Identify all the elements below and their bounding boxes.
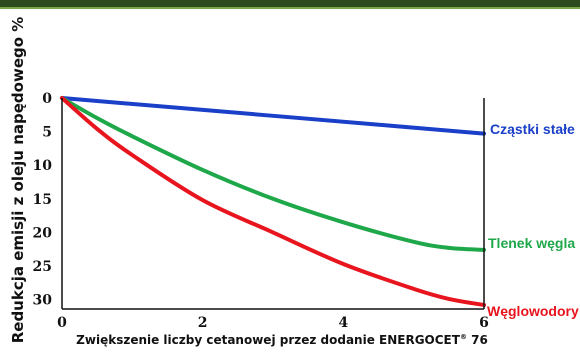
x-axis-title-sup: ®	[460, 333, 467, 341]
series-line-0	[60, 96, 486, 136]
y-tick-label-30: 30	[33, 293, 53, 309]
x-tick-label-4: 4	[338, 315, 348, 331]
series-label-2: Węglowodory	[487, 303, 579, 319]
y-tick-label-25: 25	[33, 259, 52, 275]
y-tick-label-10: 10	[33, 158, 53, 174]
x-axis-title: Zwiększenie liczby cetanowej przez dodan…	[76, 333, 488, 347]
y-axis-title: Redukcja emisji z oleju napędowego %	[9, 17, 27, 344]
y-tick-label-0: 0	[42, 91, 52, 107]
series-label-0: Cząstki stałe	[490, 121, 575, 137]
x-tick-label-0: 0	[57, 315, 67, 331]
x-tick-label-2: 2	[198, 315, 208, 331]
series-label-1: Tlenek węgla	[488, 235, 575, 251]
series-line-1	[60, 96, 486, 252]
series-line-2	[60, 96, 486, 307]
y-tick-label-20: 20	[33, 225, 53, 241]
x-axis-title-tail: 76	[467, 333, 488, 347]
y-tick-label-15: 15	[33, 192, 52, 208]
header-band	[0, 0, 580, 9]
x-tick-label-6: 6	[479, 315, 489, 331]
y-tick-label-5: 5	[42, 125, 52, 141]
x-axis-title-main: Zwiększenie liczby cetanowej przez dodan…	[76, 333, 461, 347]
